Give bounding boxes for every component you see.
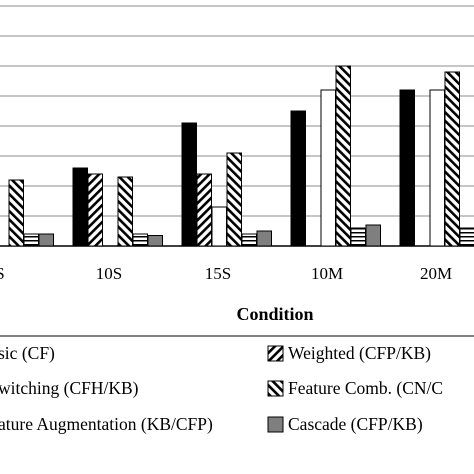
legend-label: Feature Comb. (CN/C: [288, 378, 443, 398]
x-tick-label: 15S: [205, 264, 231, 283]
bar: [241, 233, 257, 247]
bar: [429, 89, 445, 247]
x-tick-label: 10M: [311, 264, 343, 283]
bar: [38, 233, 54, 247]
bar: [320, 89, 336, 247]
bar: [290, 110, 306, 247]
legend-label: ature Augmentation (KB/CFP): [0, 414, 213, 434]
bar: [181, 122, 197, 247]
x-tick-label: 10S: [96, 264, 122, 283]
bar: [350, 227, 366, 247]
bar: [226, 152, 242, 247]
bar: [132, 233, 148, 247]
bar: [72, 167, 88, 247]
bar: [399, 89, 415, 247]
bars: [8, 65, 474, 247]
legend-swatch: [267, 380, 284, 397]
legend: sic (CF) witching (CFH/KB) ature Augmentat…: [0, 343, 443, 434]
bar: [211, 206, 227, 247]
bar: [256, 230, 272, 247]
x-tick-label: 20M: [420, 264, 452, 283]
legend-swatch: [267, 345, 284, 362]
bar: [87, 173, 103, 247]
bar: [335, 65, 351, 247]
x-tick-label: S: [0, 264, 5, 283]
legend-label: Cascade (CFP/KB): [288, 414, 423, 434]
legend-label: sic (CF): [0, 343, 55, 363]
bar: [23, 233, 39, 247]
bar: [147, 235, 163, 247]
legend-swatch: [267, 416, 284, 433]
legend-label: Weighted (CFP/KB): [288, 343, 431, 363]
legend-label: witching (CFH/KB): [0, 378, 139, 398]
bar: [444, 71, 460, 247]
bar: [8, 179, 24, 247]
bar: [196, 173, 212, 247]
bar: [117, 176, 133, 247]
bar: [459, 227, 474, 247]
x-axis-title: Condition: [236, 304, 313, 324]
x-tick-labels: S 10S 15S 10M 20M: [0, 264, 452, 283]
bar: [365, 224, 381, 247]
